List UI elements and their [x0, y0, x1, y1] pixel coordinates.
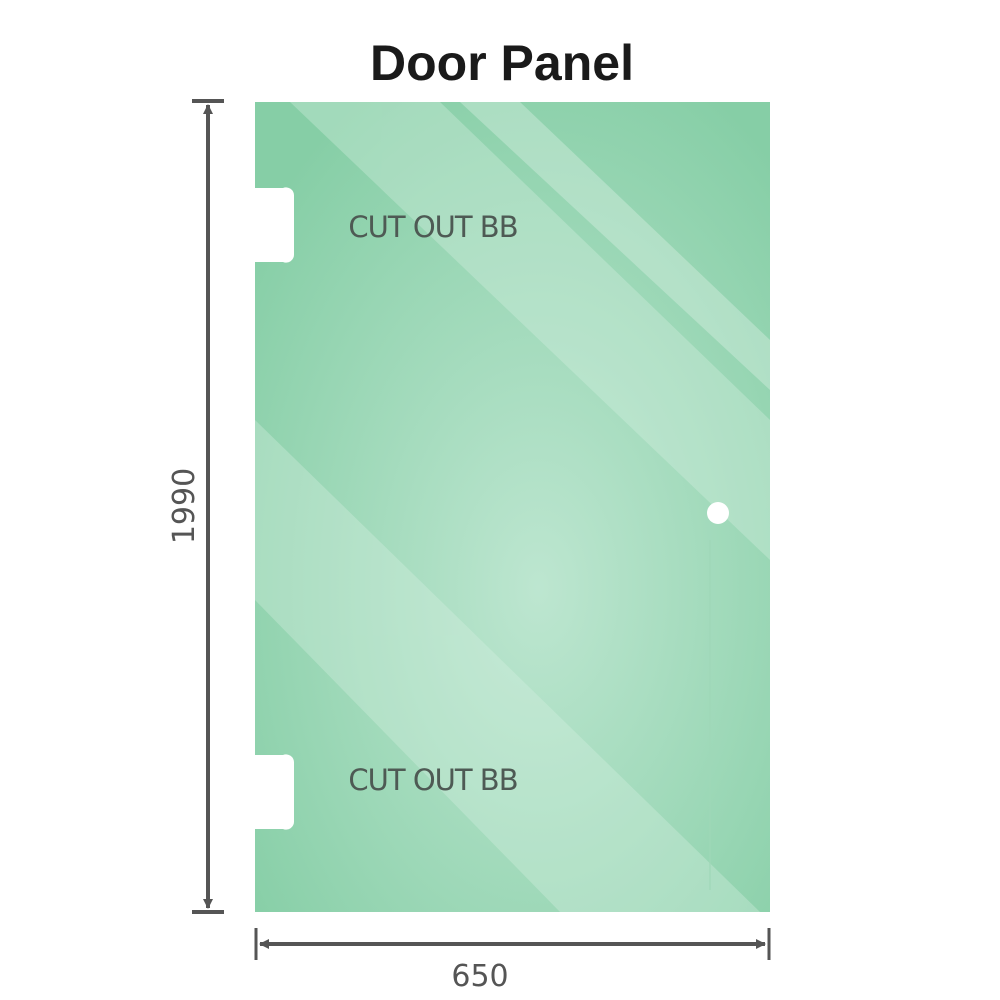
diagram-title: Door Panel	[370, 35, 634, 91]
cutout-label-top: CUT OUT BB	[348, 210, 517, 244]
handle-hole	[707, 502, 729, 524]
glass-reflection	[460, 102, 770, 390]
cutout-top	[255, 187, 295, 263]
cutout-label-bottom: CUT OUT BB	[348, 763, 517, 797]
height-dimension: 1990	[167, 99, 224, 914]
height-value: 1990	[167, 468, 202, 544]
cutout-bottom	[255, 754, 295, 830]
glass-reflection	[290, 102, 770, 560]
glass-panel	[255, 102, 770, 912]
width-value: 650	[451, 959, 508, 994]
glass-reflection	[255, 420, 760, 912]
width-dimension: 650	[254, 928, 771, 994]
